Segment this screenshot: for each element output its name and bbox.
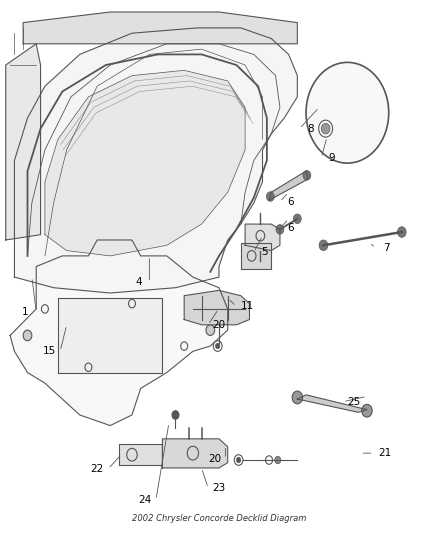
Polygon shape: [184, 290, 250, 325]
Text: 5: 5: [261, 247, 268, 257]
Text: 6: 6: [287, 197, 294, 207]
Polygon shape: [241, 243, 271, 269]
Polygon shape: [14, 28, 297, 293]
Polygon shape: [23, 12, 297, 44]
Circle shape: [292, 391, 303, 404]
Text: 7: 7: [383, 243, 390, 253]
Circle shape: [397, 227, 406, 237]
Polygon shape: [269, 171, 308, 200]
Text: 25: 25: [347, 397, 360, 407]
Circle shape: [266, 192, 274, 201]
Polygon shape: [58, 298, 162, 373]
Text: 11: 11: [240, 301, 254, 311]
Circle shape: [276, 224, 284, 234]
Circle shape: [172, 411, 179, 419]
Text: 1: 1: [22, 306, 28, 317]
Circle shape: [237, 457, 241, 463]
Circle shape: [293, 214, 301, 223]
Polygon shape: [319, 86, 332, 100]
Polygon shape: [119, 444, 162, 465]
Circle shape: [319, 240, 328, 251]
Circle shape: [275, 456, 281, 464]
Text: 15: 15: [42, 346, 56, 357]
Circle shape: [206, 325, 215, 335]
Text: 6: 6: [287, 223, 294, 233]
Text: 21: 21: [378, 448, 391, 458]
Text: 24: 24: [138, 495, 152, 505]
Circle shape: [23, 330, 32, 341]
Polygon shape: [10, 240, 228, 425]
Text: 20: 20: [208, 454, 221, 464]
Polygon shape: [297, 395, 367, 413]
Polygon shape: [162, 439, 228, 468]
Circle shape: [306, 62, 389, 163]
Text: 22: 22: [91, 464, 104, 474]
Polygon shape: [6, 44, 41, 240]
Text: 23: 23: [212, 483, 226, 493]
Text: 8: 8: [307, 124, 314, 134]
Text: 4: 4: [135, 277, 142, 287]
Polygon shape: [245, 224, 280, 251]
Text: 9: 9: [329, 153, 336, 163]
Polygon shape: [45, 70, 245, 256]
Polygon shape: [319, 102, 358, 123]
Text: 20: 20: [212, 320, 226, 330]
Circle shape: [362, 405, 372, 417]
Circle shape: [303, 171, 311, 180]
Circle shape: [321, 123, 330, 134]
Circle shape: [215, 343, 220, 349]
Text: 2002 Chrysler Concorde Decklid Diagram: 2002 Chrysler Concorde Decklid Diagram: [132, 514, 306, 523]
